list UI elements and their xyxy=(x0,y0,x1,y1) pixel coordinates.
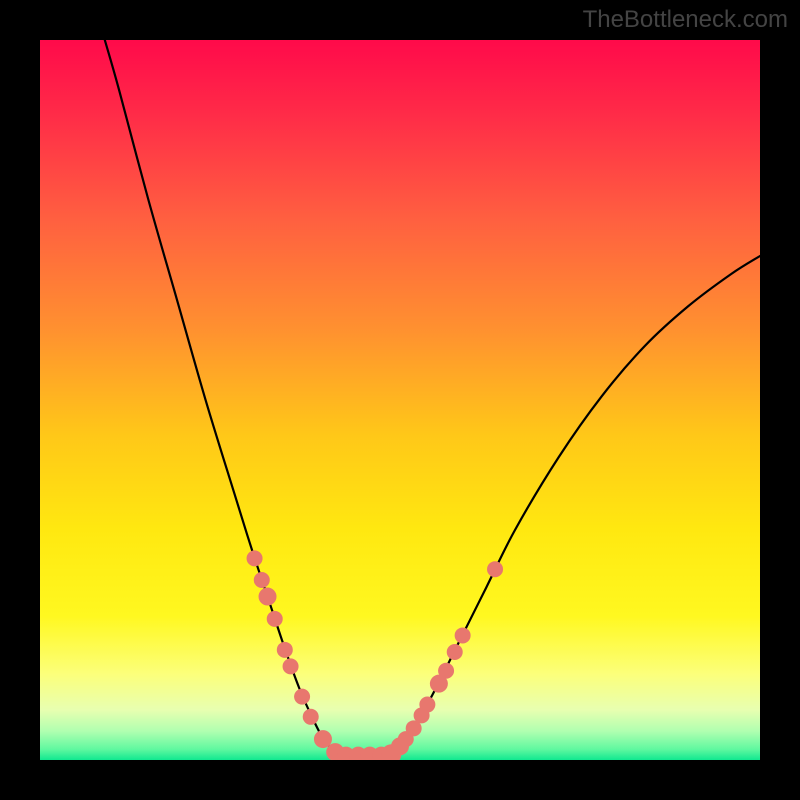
data-marker xyxy=(303,709,319,725)
watermark-text: TheBottleneck.com xyxy=(583,6,788,34)
bottleneck-chart: TheBottleneck.com xyxy=(0,0,800,800)
data-marker xyxy=(277,642,293,658)
data-marker xyxy=(254,572,270,588)
data-marker xyxy=(438,663,454,679)
data-marker xyxy=(259,588,277,606)
data-marker xyxy=(455,627,471,643)
chart-svg xyxy=(0,0,800,800)
plot-background xyxy=(40,40,760,760)
data-marker xyxy=(283,658,299,674)
data-marker xyxy=(267,611,283,627)
data-marker xyxy=(294,689,310,705)
data-marker xyxy=(447,644,463,660)
data-marker xyxy=(419,697,435,713)
data-marker xyxy=(247,550,263,566)
data-marker xyxy=(487,561,503,577)
